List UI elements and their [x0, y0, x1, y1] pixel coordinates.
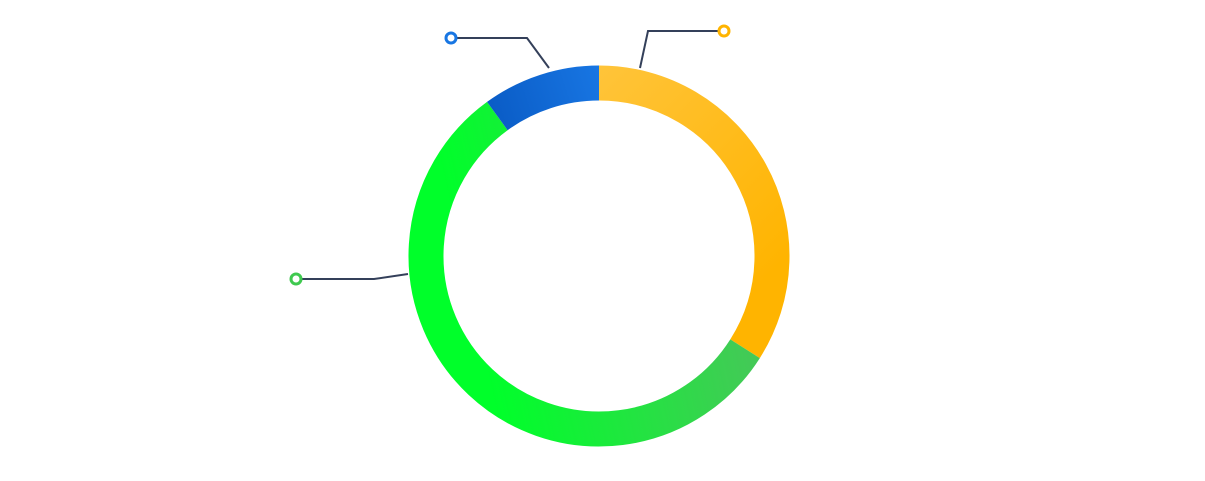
leader-dot-1: [289, 272, 303, 286]
donut-slice-1[interactable]: [408, 101, 760, 447]
leader-line-2: [456, 37, 550, 69]
leader-dot-2: [444, 31, 458, 45]
donut-slice-0[interactable]: [598, 65, 790, 359]
leader-lines: [289, 24, 731, 286]
leader-line-0: [639, 30, 718, 69]
leader-dot-0: [717, 24, 731, 38]
donut-slices: [408, 65, 790, 447]
leader-line-1: [302, 273, 409, 280]
donut-slice-2[interactable]: [487, 65, 600, 131]
